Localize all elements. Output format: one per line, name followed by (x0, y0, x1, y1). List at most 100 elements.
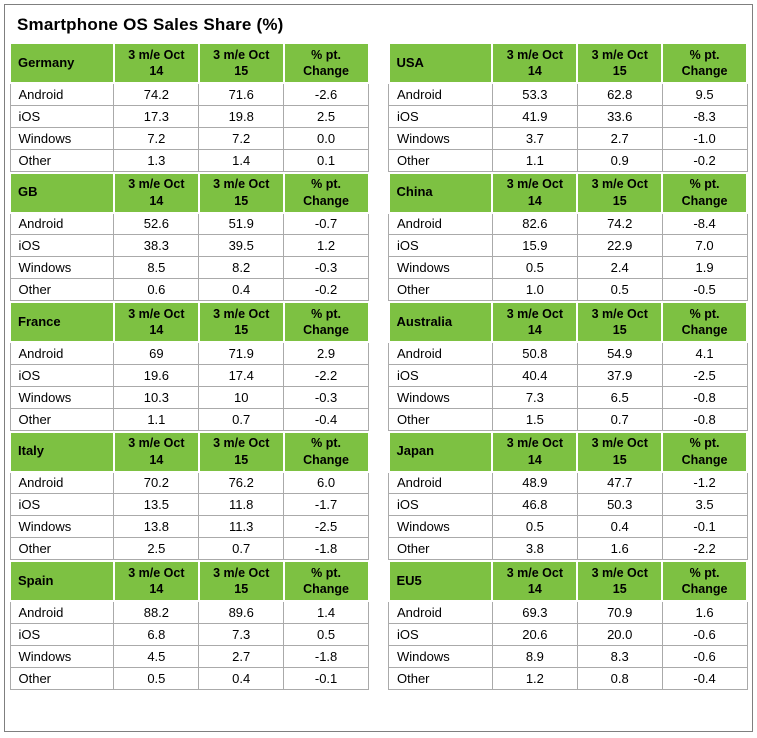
table-row: Android 48.9 47.7 -1.2 (388, 471, 748, 494)
col-header: % pt. Change (282, 430, 370, 473)
value-cell: 1.0 (491, 278, 578, 301)
value-cell: 4.1 (661, 341, 748, 365)
value-cell: -0.7 (283, 212, 369, 235)
header-row: USA 3 m/e Oct 14 3 m/e Oct 15% pt. Change (387, 42, 748, 84)
table-body: Android 70.2 76.2 6.0 iOS 13.5 11.8 -1.7 Windows… (9, 471, 369, 560)
table-row: Other 1.2 0.8 -0.4 (388, 666, 748, 690)
header-row: China 3 m/e Oct 14 3 m/e Oct 15% pt. Chang… (387, 171, 748, 214)
table-row: iOS 15.9 22.9 7.0 (388, 234, 748, 257)
region-table-gb: GB 3 m/e Oct 14 3 m/e Oct 15% pt. Change An… (9, 171, 370, 301)
value-cell: -0.4 (283, 407, 369, 431)
header-row: EU5 3 m/e Oct 14 3 m/e Oct 15% pt. Change (387, 560, 748, 602)
table-row: iOS 20.6 20.0 -0.6 (388, 622, 748, 646)
region-table-australia: Australia 3 m/e Oct 14 3 m/e Oct 15% pt. C… (387, 301, 749, 431)
table-row: Android 50.8 54.9 4.1 (388, 341, 748, 365)
value-cell: 0.7 (198, 407, 285, 431)
os-label: Windows (388, 515, 493, 538)
value-cell: -0.3 (283, 256, 369, 279)
value-cell: 1.4 (198, 148, 285, 172)
table-header: Japan 3 m/e Oct 14 3 m/e Oct 15% pt. Chang… (387, 430, 748, 473)
col-header: % pt. Change (661, 430, 748, 473)
col-header: % pt. Change (282, 560, 370, 602)
value-cell: 82.6 (491, 212, 578, 235)
value-cell: 62.8 (576, 82, 663, 106)
table-row: Windows 8.5 8.2 -0.3 (9, 256, 369, 279)
os-label: Android (9, 600, 115, 624)
os-label: Windows (388, 385, 493, 409)
value-cell: 13.8 (113, 515, 200, 538)
table-row: Windows 7.2 7.2 0.0 (9, 126, 369, 150)
region-table-france: France 3 m/e Oct 14 3 m/e Oct 15% pt. Chan… (9, 301, 370, 431)
value-cell: 89.6 (198, 600, 285, 624)
os-label: iOS (388, 493, 493, 516)
value-cell: 38.3 (113, 234, 200, 257)
value-cell: 50.3 (576, 493, 663, 516)
table-header: Germany 3 m/e Oct 14 3 m/e Oct 15% pt. Cha… (9, 42, 370, 84)
value-cell: 0.6 (113, 278, 200, 301)
value-cell: 52.6 (113, 212, 200, 235)
table-row: Windows 0.5 2.4 1.9 (388, 256, 748, 279)
report-frame: Smartphone OS Sales Share (%) Germany 3 m… (4, 4, 753, 732)
table-body: Android 69 71.9 2.9 iOS 19.6 17.4 -2.2 Windows 10… (9, 341, 369, 431)
os-label: Android (9, 212, 115, 235)
table-body: Android 69.3 70.9 1.6 iOS 20.6 20.0 -0.6 Windows… (388, 600, 748, 690)
col-header: 3 m/e Oct 15 (197, 560, 285, 602)
table-body: Android 50.8 54.9 4.1 iOS 40.4 37.9 -2.5 Windows… (388, 341, 748, 431)
header-row: Australia 3 m/e Oct 14 3 m/e Oct 15% pt. C… (387, 301, 748, 343)
os-label: iOS (9, 104, 115, 128)
value-cell: -0.5 (661, 278, 748, 301)
col-header: 3 m/e Oct 15 (576, 560, 664, 602)
header-row: Italy 3 m/e Oct 14 3 m/e Oct 15% pt. Chang… (9, 430, 370, 473)
value-cell: 8.5 (113, 256, 200, 279)
os-label: Other (9, 148, 115, 172)
col-header: 3 m/e Oct 15 (576, 42, 664, 84)
table-row: iOS 6.8 7.3 0.5 (9, 622, 369, 646)
value-cell: 1.6 (661, 600, 748, 624)
table-row: Other 1.0 0.5 -0.5 (388, 278, 748, 301)
region-name: USA (387, 42, 494, 84)
col-header: 3 m/e Oct 14 (491, 430, 579, 473)
value-cell: -1.8 (283, 537, 369, 560)
value-cell: 53.3 (491, 82, 578, 106)
col-header: 3 m/e Oct 14 (112, 430, 200, 473)
os-label: Windows (9, 515, 115, 538)
header-row: Japan 3 m/e Oct 14 3 m/e Oct 15% pt. Chang… (387, 430, 748, 473)
os-label: Windows (388, 256, 493, 279)
table-row: Android 69 71.9 2.9 (9, 341, 369, 365)
table-row: Other 1.3 1.4 0.1 (9, 148, 369, 172)
os-label: iOS (388, 104, 493, 128)
os-label: Other (388, 537, 493, 560)
table-row: Android 53.3 62.8 9.5 (388, 82, 748, 106)
value-cell: -8.4 (661, 212, 748, 235)
value-cell: 41.9 (491, 104, 578, 128)
value-cell: 2.7 (198, 644, 285, 668)
value-cell: -1.0 (661, 126, 748, 150)
value-cell: -0.1 (661, 515, 748, 538)
value-cell: 4.5 (113, 644, 200, 668)
col-header: % pt. Change (661, 171, 748, 214)
table-row: Windows 7.3 6.5 -0.8 (388, 385, 748, 409)
table-body: Android 82.6 74.2 -8.4 iOS 15.9 22.9 7.0 Windows… (388, 212, 748, 301)
table-row: Other 3.8 1.6 -2.2 (388, 537, 748, 560)
value-cell: 1.2 (491, 666, 578, 690)
value-cell: 9.5 (661, 82, 748, 106)
value-cell: 10 (198, 385, 285, 409)
value-cell: 1.4 (283, 600, 369, 624)
table-row: Windows 4.5 2.7 -1.8 (9, 644, 369, 668)
table-row: iOS 38.3 39.5 1.2 (9, 234, 369, 257)
value-cell: 7.0 (661, 234, 748, 257)
table-row: Other 0.6 0.4 -0.2 (9, 278, 369, 301)
os-label: iOS (388, 622, 493, 646)
table-row: Other 1.1 0.9 -0.2 (388, 148, 748, 172)
value-cell: 17.3 (113, 104, 200, 128)
value-cell: 0.4 (198, 666, 285, 690)
table-row: Windows 3.7 2.7 -1.0 (388, 126, 748, 150)
value-cell: 71.9 (198, 341, 285, 365)
col-header: 3 m/e Oct 15 (576, 430, 664, 473)
value-cell: 17.4 (198, 363, 285, 387)
region-table-italy: Italy 3 m/e Oct 14 3 m/e Oct 15% pt. Chang… (9, 430, 370, 560)
value-cell: 19.6 (113, 363, 200, 387)
col-header: % pt. Change (661, 301, 748, 343)
value-cell: 0.5 (113, 666, 200, 690)
value-cell: -1.2 (661, 471, 748, 494)
